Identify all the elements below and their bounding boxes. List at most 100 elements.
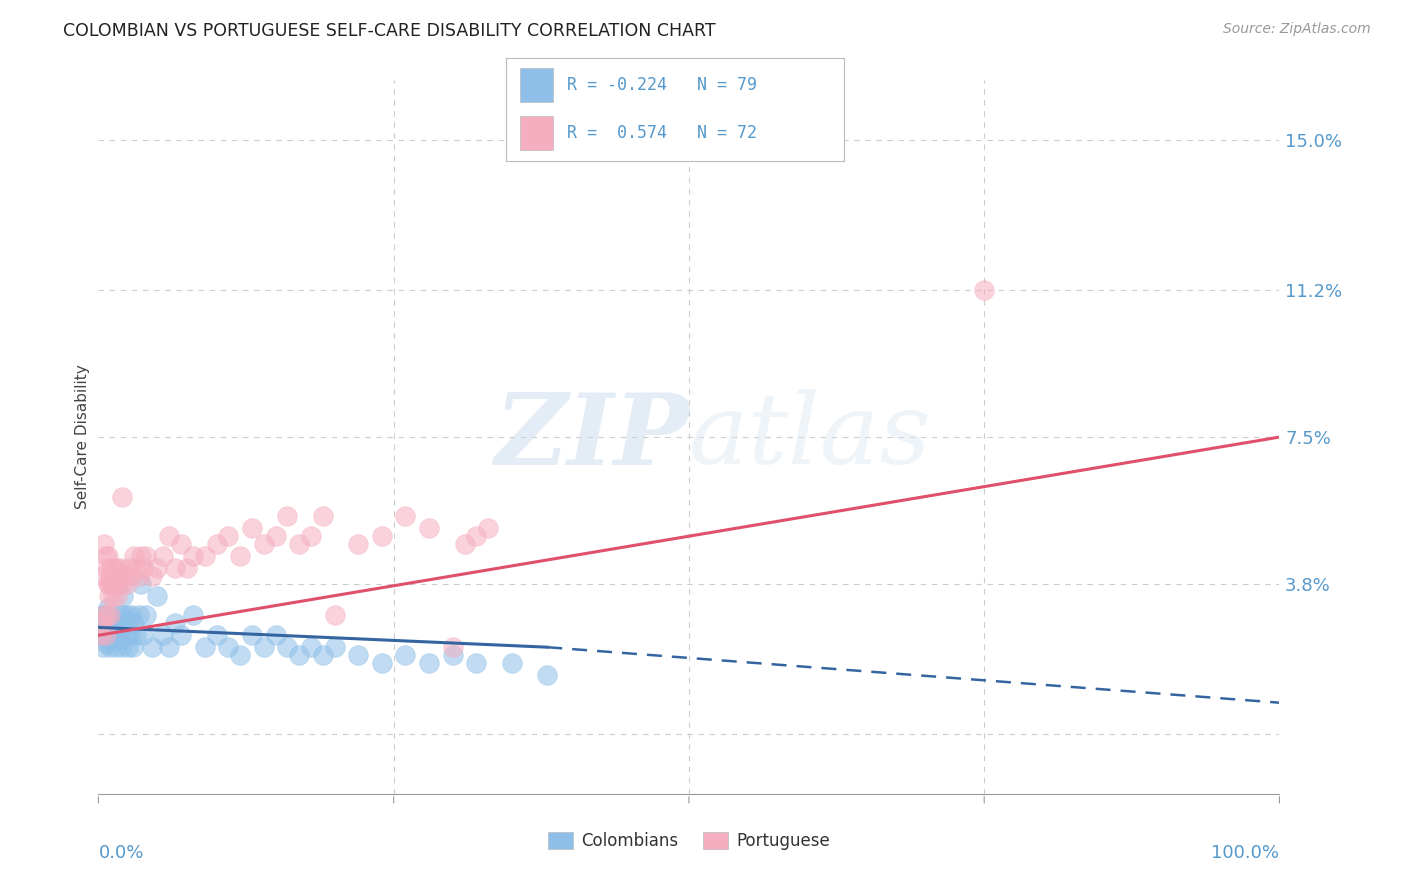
Point <box>453 537 475 551</box>
Point <box>97 549 120 563</box>
Point <box>97 632 120 647</box>
Point <box>118 616 141 631</box>
Text: R = -0.224   N = 79: R = -0.224 N = 79 <box>567 76 756 95</box>
Point <box>91 616 114 631</box>
Text: atlas: atlas <box>689 390 932 484</box>
Point <box>170 537 193 551</box>
Point <box>98 640 121 655</box>
Point <box>217 529 239 543</box>
Point <box>299 529 322 543</box>
Point <box>105 569 128 583</box>
Point <box>122 616 145 631</box>
Text: 100.0%: 100.0% <box>1212 844 1279 862</box>
Point <box>418 656 440 670</box>
Point <box>264 529 287 543</box>
Point <box>418 521 440 535</box>
Point <box>96 616 118 631</box>
Point <box>312 648 335 662</box>
Point <box>101 576 124 591</box>
Point <box>152 549 174 563</box>
Point <box>205 628 228 642</box>
Point <box>217 640 239 655</box>
Text: 0.0%: 0.0% <box>98 844 143 862</box>
Point <box>98 628 121 642</box>
Point <box>104 576 127 591</box>
Point <box>347 648 370 662</box>
Point <box>146 561 169 575</box>
Point <box>105 589 128 603</box>
Point <box>108 608 131 623</box>
Text: R =  0.574   N = 72: R = 0.574 N = 72 <box>567 124 756 143</box>
Point <box>117 640 139 655</box>
Point <box>112 569 135 583</box>
Point <box>93 620 115 634</box>
Point <box>104 561 127 575</box>
Point <box>229 648 252 662</box>
Point <box>477 521 499 535</box>
FancyBboxPatch shape <box>520 69 554 102</box>
Point <box>111 490 134 504</box>
Point <box>122 549 145 563</box>
Point <box>105 569 128 583</box>
Point <box>93 628 115 642</box>
Point <box>141 569 163 583</box>
Point <box>90 628 112 642</box>
Point <box>111 640 134 655</box>
Point <box>176 561 198 575</box>
Point <box>120 628 142 642</box>
Text: COLOMBIAN VS PORTUGUESE SELF-CARE DISABILITY CORRELATION CHART: COLOMBIAN VS PORTUGUESE SELF-CARE DISABI… <box>63 22 716 40</box>
Point <box>121 569 143 583</box>
Point <box>98 608 121 623</box>
Point <box>115 576 138 591</box>
Point <box>323 608 346 623</box>
Point <box>394 509 416 524</box>
Point <box>264 628 287 642</box>
Point <box>101 589 124 603</box>
Point <box>105 576 128 591</box>
Point <box>93 608 115 623</box>
Point <box>132 628 155 642</box>
Point <box>112 616 135 631</box>
Point <box>111 608 134 623</box>
Point <box>110 561 132 575</box>
Point <box>96 608 118 623</box>
Point <box>98 569 121 583</box>
Point <box>91 569 114 583</box>
Point <box>165 616 187 631</box>
Point <box>276 509 298 524</box>
Point <box>288 537 311 551</box>
Point <box>94 636 117 650</box>
Point <box>104 569 127 583</box>
Point <box>536 668 558 682</box>
Point <box>104 576 127 591</box>
Point <box>441 648 464 662</box>
Point <box>98 589 121 603</box>
Point <box>94 608 117 623</box>
Point <box>103 569 125 583</box>
Point <box>94 628 117 642</box>
Point <box>394 648 416 662</box>
Point <box>115 608 138 623</box>
Point <box>194 640 217 655</box>
Y-axis label: Self-Care Disability: Self-Care Disability <box>75 365 90 509</box>
Point <box>253 537 276 551</box>
Point <box>110 624 132 639</box>
Point <box>121 640 143 655</box>
Point <box>105 561 128 575</box>
Point <box>465 656 488 670</box>
Point <box>165 561 187 575</box>
Point <box>129 576 152 591</box>
Point <box>103 628 125 642</box>
Point <box>94 549 117 563</box>
Point <box>111 576 134 591</box>
Point <box>100 561 122 575</box>
Text: ZIP: ZIP <box>494 389 689 485</box>
Point <box>105 640 128 655</box>
Point <box>501 656 523 670</box>
Point <box>96 624 118 639</box>
Point <box>371 529 394 543</box>
Point <box>125 561 148 575</box>
Point <box>371 656 394 670</box>
Point <box>157 529 180 543</box>
Point <box>973 284 995 298</box>
